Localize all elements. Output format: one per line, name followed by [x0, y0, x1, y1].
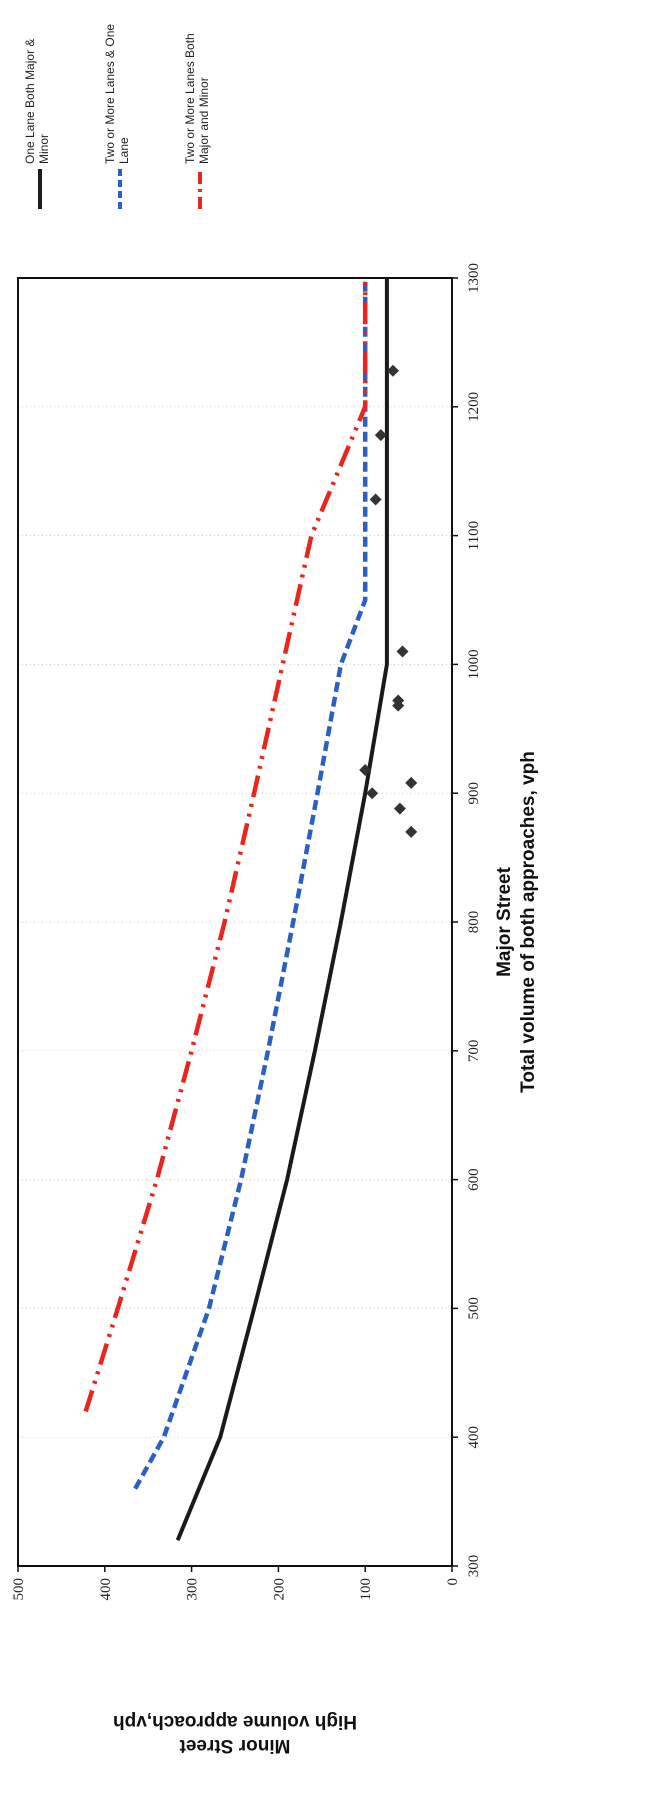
- legend-layer: One Lane Both Major &Minor Two or More La…: [23, 24, 211, 209]
- legend-label-line: One Lane Both Major &: [23, 39, 37, 164]
- legend-label-2: Two or More Lanes & OneLane: [103, 24, 131, 164]
- x-tick-label: 500: [466, 1297, 482, 1320]
- legend-label-line: Minor: [37, 134, 51, 164]
- data-point: [386, 364, 399, 377]
- x-axis-title-line-2: Total volume of both approaches, vph: [518, 751, 539, 1093]
- legend-label-line: Lane: [117, 137, 131, 164]
- x-tick-label: 1100: [466, 521, 482, 550]
- series-layer: [83, 278, 389, 1541]
- data-point: [405, 776, 418, 789]
- data-point: [366, 787, 379, 800]
- data-point: [405, 825, 418, 838]
- legend-label-1: One Lane Both Major &Minor: [23, 39, 51, 164]
- x-tick-label: 1000: [466, 649, 482, 679]
- data-point: [392, 694, 405, 707]
- y-axis-title: Minor Street High volume approach,vph: [113, 1711, 357, 1756]
- legend-label-line: Two or More Lanes & One: [103, 24, 117, 164]
- x-tick-label: 300: [466, 1555, 482, 1578]
- legend-label-line: Major and Minor: [197, 77, 211, 164]
- data-point: [396, 645, 409, 658]
- data-point: [393, 802, 406, 815]
- y-tick-label: 100: [358, 1578, 374, 1601]
- y-axis-title-line-1: Minor Street: [179, 1735, 291, 1756]
- y-tick-label: 500: [11, 1578, 27, 1601]
- data-point: [359, 764, 372, 777]
- y-axis-title-line-2: High volume approach,vph: [113, 1711, 357, 1732]
- x-tick-label: 800: [466, 911, 482, 934]
- x-tick-label: 700: [466, 1040, 482, 1063]
- series-line-1: [175, 278, 389, 1541]
- x-tick-label: 600: [466, 1168, 482, 1191]
- x-tick-label: 1300: [466, 263, 482, 293]
- points-layer: [359, 364, 418, 838]
- y-tick-label: 0: [445, 1578, 461, 1586]
- y-tick-label: 300: [185, 1578, 201, 1601]
- series-line-2: [133, 278, 368, 1490]
- data-point: [369, 493, 382, 506]
- y-tick-label: 400: [98, 1578, 114, 1601]
- legend-label-line: Two or More Lanes Both: [183, 33, 197, 164]
- axis-layer: 300 400 500 600 700 800 900 1000 1100 1200 1300 0 10…: [11, 263, 482, 1601]
- axis-titles: Major Street Total volume of both approac…: [113, 751, 539, 1756]
- x-tick-label: 900: [466, 782, 482, 805]
- legend-label-3: Two or More Lanes BothMajor and Minor: [183, 33, 211, 164]
- data-point: [374, 429, 387, 442]
- x-tick-label: 1200: [466, 392, 482, 422]
- x-tick-label: 400: [466, 1426, 482, 1449]
- x-axis-title-line-1: Major Street: [494, 866, 515, 976]
- grid-layer: [18, 406, 452, 1438]
- y-tick-label: 200: [271, 1578, 287, 1601]
